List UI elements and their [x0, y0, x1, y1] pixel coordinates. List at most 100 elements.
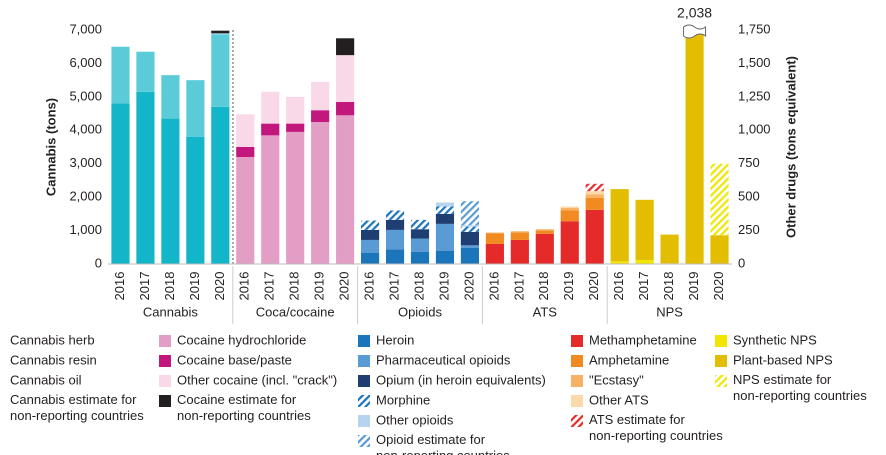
bar-segment — [261, 123, 280, 136]
group-label: Coca/cocaine — [256, 304, 335, 319]
legend-swatch — [715, 355, 727, 367]
bar-segment — [560, 221, 579, 264]
bar-segment — [286, 131, 305, 264]
legend-label: Other ATS — [589, 392, 649, 407]
x-tick-label: 2018 — [661, 272, 676, 301]
value-label: 2,038 — [677, 5, 712, 21]
bar-segment — [510, 239, 529, 264]
bar-segment — [211, 106, 230, 264]
x-tick-label: 2016 — [486, 272, 501, 301]
bar-segment — [435, 250, 455, 264]
bar-segment — [435, 213, 455, 224]
x-tick-label: 2020 — [711, 272, 726, 301]
bar-segment — [460, 231, 479, 246]
bar-segment — [710, 235, 729, 264]
yticks-label: 3,000 — [69, 155, 102, 170]
bar-segment — [585, 194, 604, 198]
bar-segment — [460, 247, 479, 264]
bar-segment — [410, 251, 430, 264]
legend-swatch — [358, 415, 370, 427]
bar-segment — [585, 191, 604, 195]
yticks-label: 1,000 — [69, 222, 102, 237]
y2-axis-label: Other drugs (tons equivalent) — [783, 56, 798, 238]
x-tick-label: 2017 — [511, 272, 526, 301]
y2ticks-label: 1,000 — [738, 122, 771, 137]
x-tick-label: 2020 — [461, 272, 476, 301]
legend-label: Cannabis oil — [10, 372, 82, 387]
y2ticks-label: 1,750 — [738, 21, 771, 36]
yticks-label: 6,000 — [69, 55, 102, 70]
bar-segment — [336, 55, 355, 102]
bar-segment — [336, 38, 355, 56]
bar-segment — [161, 118, 180, 264]
bar-segment — [286, 96, 305, 124]
group-label: NPS — [656, 304, 683, 319]
x-tick-label: 2020 — [337, 272, 352, 301]
legend-label: Synthetic NPS — [733, 332, 817, 347]
bar-segment — [186, 80, 205, 137]
x-tick-label: 2019 — [561, 272, 576, 301]
legend-label: Cocaine base/paste — [177, 352, 292, 367]
bar-segment — [560, 207, 579, 211]
bar-segment — [336, 115, 355, 264]
legend-label: Opium (in heroin equivalents) — [376, 372, 546, 387]
legend-swatch — [358, 335, 370, 347]
legend-swatch — [358, 375, 370, 387]
bar-segment — [361, 229, 380, 240]
group-label: ATS — [533, 304, 558, 319]
bar-segment — [485, 243, 504, 264]
legend-swatch — [715, 335, 727, 347]
bar-segment — [261, 91, 280, 124]
x-tick-label: 2018 — [287, 272, 302, 301]
legend-label: Cannabis herb — [10, 332, 95, 347]
bar-segment — [236, 157, 255, 264]
bar-segment — [410, 238, 430, 252]
bars — [111, 30, 729, 265]
bar-segment — [136, 91, 155, 264]
legend-swatch — [571, 415, 583, 427]
yticks-label: 0 — [95, 255, 102, 270]
legend-swatch — [358, 435, 370, 447]
bar-segment — [460, 201, 479, 226]
bar-segment — [435, 223, 455, 251]
bar-segment — [635, 199, 654, 260]
x-tick-label: 2016 — [112, 272, 127, 301]
bar-segment — [510, 231, 529, 233]
bar-segment — [435, 202, 455, 207]
legend-label: ATS estimate for non-reporting countries — [589, 412, 723, 443]
legend-label: Methamphetamine — [589, 332, 697, 347]
legend-swatch — [715, 375, 727, 387]
bar-segment — [460, 225, 479, 227]
x-tick-label: 2017 — [262, 272, 277, 301]
legend-swatch — [571, 395, 583, 407]
bar-segment — [261, 135, 280, 264]
x-tick-label: 2016 — [362, 272, 377, 301]
bar-segment — [410, 219, 430, 230]
x-tick-label: 2017 — [636, 272, 651, 301]
x-tick-label: 2019 — [686, 272, 701, 301]
bar-segment — [660, 234, 679, 264]
bar-segment — [585, 197, 604, 210]
bar-segment — [435, 206, 455, 214]
bar-segment — [186, 136, 205, 264]
bar-segment — [585, 209, 604, 264]
bar-segment — [311, 110, 330, 122]
legend-label: Cocaine estimate for non-reporting countr… — [177, 392, 311, 423]
legend-swatch — [159, 335, 171, 347]
x-tick-label: 2019 — [436, 272, 451, 301]
yticks-label: 5,000 — [69, 88, 102, 103]
y2ticks-label: 250 — [738, 222, 760, 237]
x-tick-label: 2016 — [611, 272, 626, 301]
bar-segment — [311, 81, 330, 111]
bar-segment — [361, 252, 380, 264]
legend-label: Plant-based NPS — [733, 352, 833, 367]
bar-segment — [710, 163, 729, 236]
legend-label: Pharmaceutical opioids — [376, 352, 511, 367]
legend-label: Morphine — [376, 392, 430, 407]
x-tick-label: 2020 — [212, 272, 227, 301]
y2ticks-label: 1,500 — [738, 55, 771, 70]
bar-segment — [211, 34, 230, 107]
x-tick-label: 2020 — [586, 272, 601, 301]
